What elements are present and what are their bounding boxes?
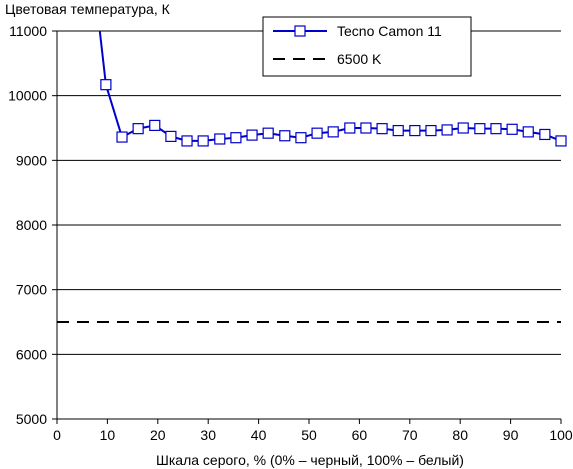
x-tick-label: 0 <box>53 427 61 443</box>
y-tick-label: 10000 <box>8 88 47 104</box>
data-point <box>100 79 112 91</box>
data-point <box>425 124 437 137</box>
x-tick-label: 90 <box>503 427 519 443</box>
y-tick-label: 9000 <box>16 152 47 168</box>
data-point <box>116 131 128 143</box>
data-point <box>230 132 242 144</box>
data-point <box>522 126 534 138</box>
x-tick-label: 60 <box>352 427 368 443</box>
data-point <box>457 122 469 134</box>
data-point <box>506 123 518 135</box>
x-tick-label: 20 <box>150 427 166 443</box>
data-point <box>539 128 551 141</box>
x-tick-label: 70 <box>402 427 418 443</box>
data-point <box>214 133 226 145</box>
data-point <box>295 132 307 144</box>
grid-lines <box>57 30 561 420</box>
data-point <box>360 122 372 134</box>
data-point <box>327 126 339 138</box>
data-point <box>149 119 161 132</box>
data-point <box>279 130 291 142</box>
data-point <box>132 123 144 135</box>
y-tick-label: 11000 <box>9 23 47 39</box>
data-point <box>490 123 502 135</box>
x-tick-label: 30 <box>200 427 216 443</box>
data-point <box>311 127 323 139</box>
y-tick-label: 7000 <box>16 282 47 298</box>
x-axis-title: Шкала серого, % (0% – черный, 100% – бел… <box>156 452 464 468</box>
y-tick-label: 5000 <box>16 411 47 427</box>
data-point <box>409 124 421 137</box>
x-tick-label: 80 <box>452 427 468 443</box>
x-tick-label: 50 <box>301 427 317 443</box>
data-point <box>165 130 177 143</box>
data-point <box>197 135 209 147</box>
data-point <box>555 135 567 147</box>
y-tick-labels: 5000 6000 7000 8000 9000 10000 11000 <box>8 23 57 427</box>
data-point <box>262 127 274 139</box>
data-point <box>246 129 258 141</box>
y-tick-label: 8000 <box>16 217 47 233</box>
data-point <box>181 135 193 147</box>
legend: Tecno Camon 11 6500 K <box>262 16 472 77</box>
marker-layer <box>100 79 567 147</box>
y-axis-title: Цветовая температура, К <box>5 1 171 17</box>
x-tick-label: 40 <box>251 427 267 443</box>
data-point <box>474 123 486 135</box>
data-point <box>344 122 356 134</box>
legend-marker-tecno <box>294 25 306 37</box>
x-tick-label: 100 <box>549 427 573 443</box>
x-tick-label: 10 <box>100 427 116 443</box>
data-point <box>392 124 404 137</box>
y-tick-label: 6000 <box>16 346 47 362</box>
legend-label-6500k: 6500 K <box>337 51 382 67</box>
data-point <box>441 124 453 136</box>
legend-label-tecno: Tecno Camon 11 <box>337 23 442 39</box>
x-tick-labels: 0 10 20 30 40 50 60 70 80 90 100 <box>53 419 573 443</box>
data-point <box>376 123 388 135</box>
